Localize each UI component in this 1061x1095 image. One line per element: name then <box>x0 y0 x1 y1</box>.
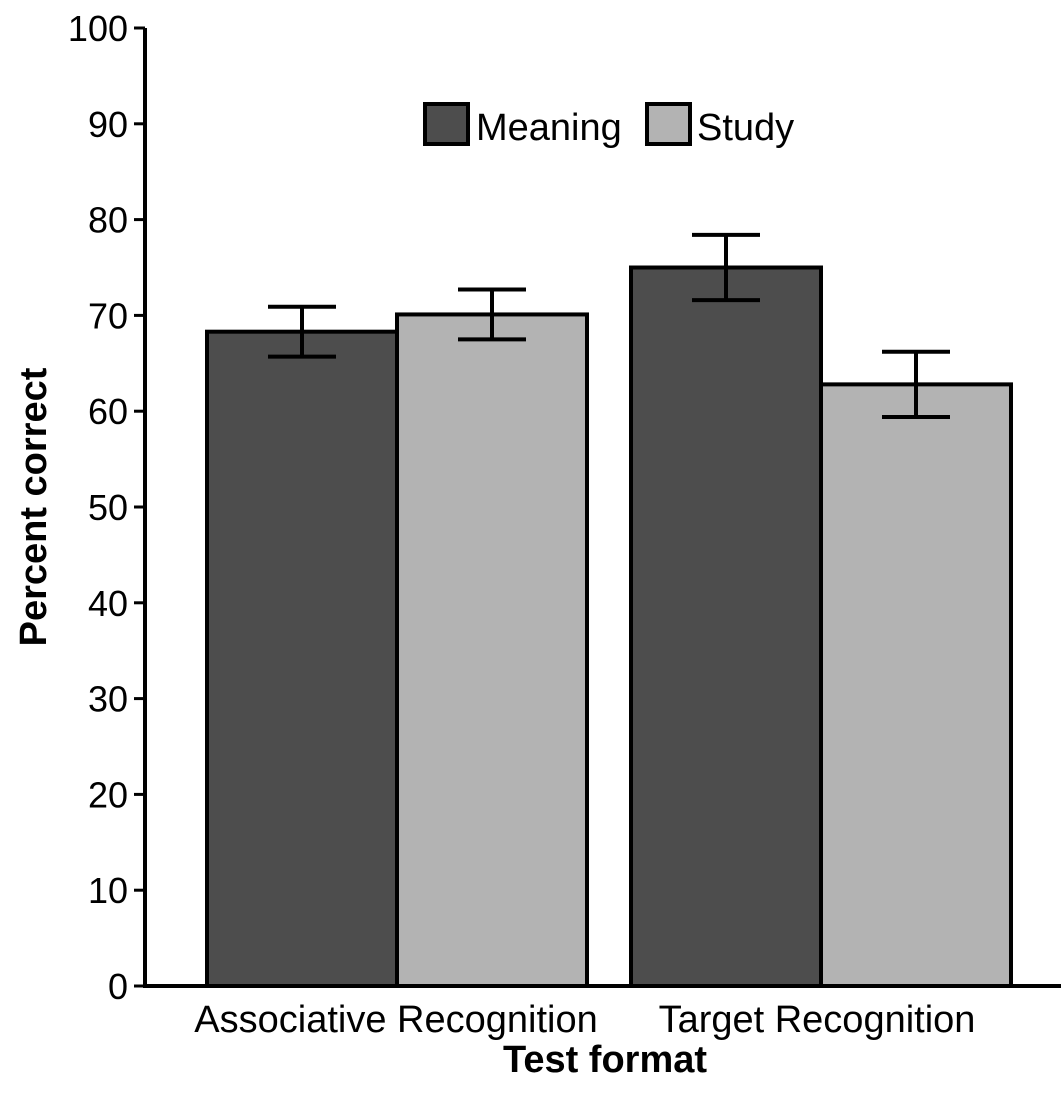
y-tick-label: 100 <box>68 8 128 49</box>
legend-label-study: Study <box>697 107 794 149</box>
y-tick-label: 80 <box>88 200 128 241</box>
y-tick-label: 0 <box>108 966 128 1007</box>
y-ticks-layer: 0 10 20 30 40 50 60 70 80 90 100 <box>68 8 145 1007</box>
bar-study-0 <box>395 312 589 988</box>
error-bars-layer <box>268 232 950 419</box>
bar-study-1 <box>819 382 1013 989</box>
y-axis-title: Percent correct <box>13 367 55 646</box>
legend-swatch-study <box>645 102 692 146</box>
bar-meaning-1 <box>629 265 823 988</box>
y-tick-label: 30 <box>88 679 128 720</box>
y-tick-label: 50 <box>88 487 128 528</box>
bars-layer <box>205 265 1013 989</box>
y-tick-label: 70 <box>88 295 128 336</box>
y-tick-label: 90 <box>88 104 128 145</box>
x-category-labels: Associative Recognition Target Recognitio… <box>194 999 975 1041</box>
y-tick-label: 40 <box>88 583 128 624</box>
x-axis-title: Test format <box>503 1039 707 1081</box>
y-tick-label: 60 <box>88 391 128 432</box>
legend-swatch-meaning <box>423 102 470 146</box>
legend-label-meaning: Meaning <box>476 107 622 149</box>
x-category-label: Associative Recognition <box>194 999 597 1041</box>
bar-meaning-0 <box>205 329 399 989</box>
y-tick-label: 20 <box>88 774 128 815</box>
x-category-label: Target Recognition <box>659 999 976 1041</box>
legend: Meaning Study <box>423 102 794 149</box>
y-tick-label: 10 <box>88 870 128 911</box>
